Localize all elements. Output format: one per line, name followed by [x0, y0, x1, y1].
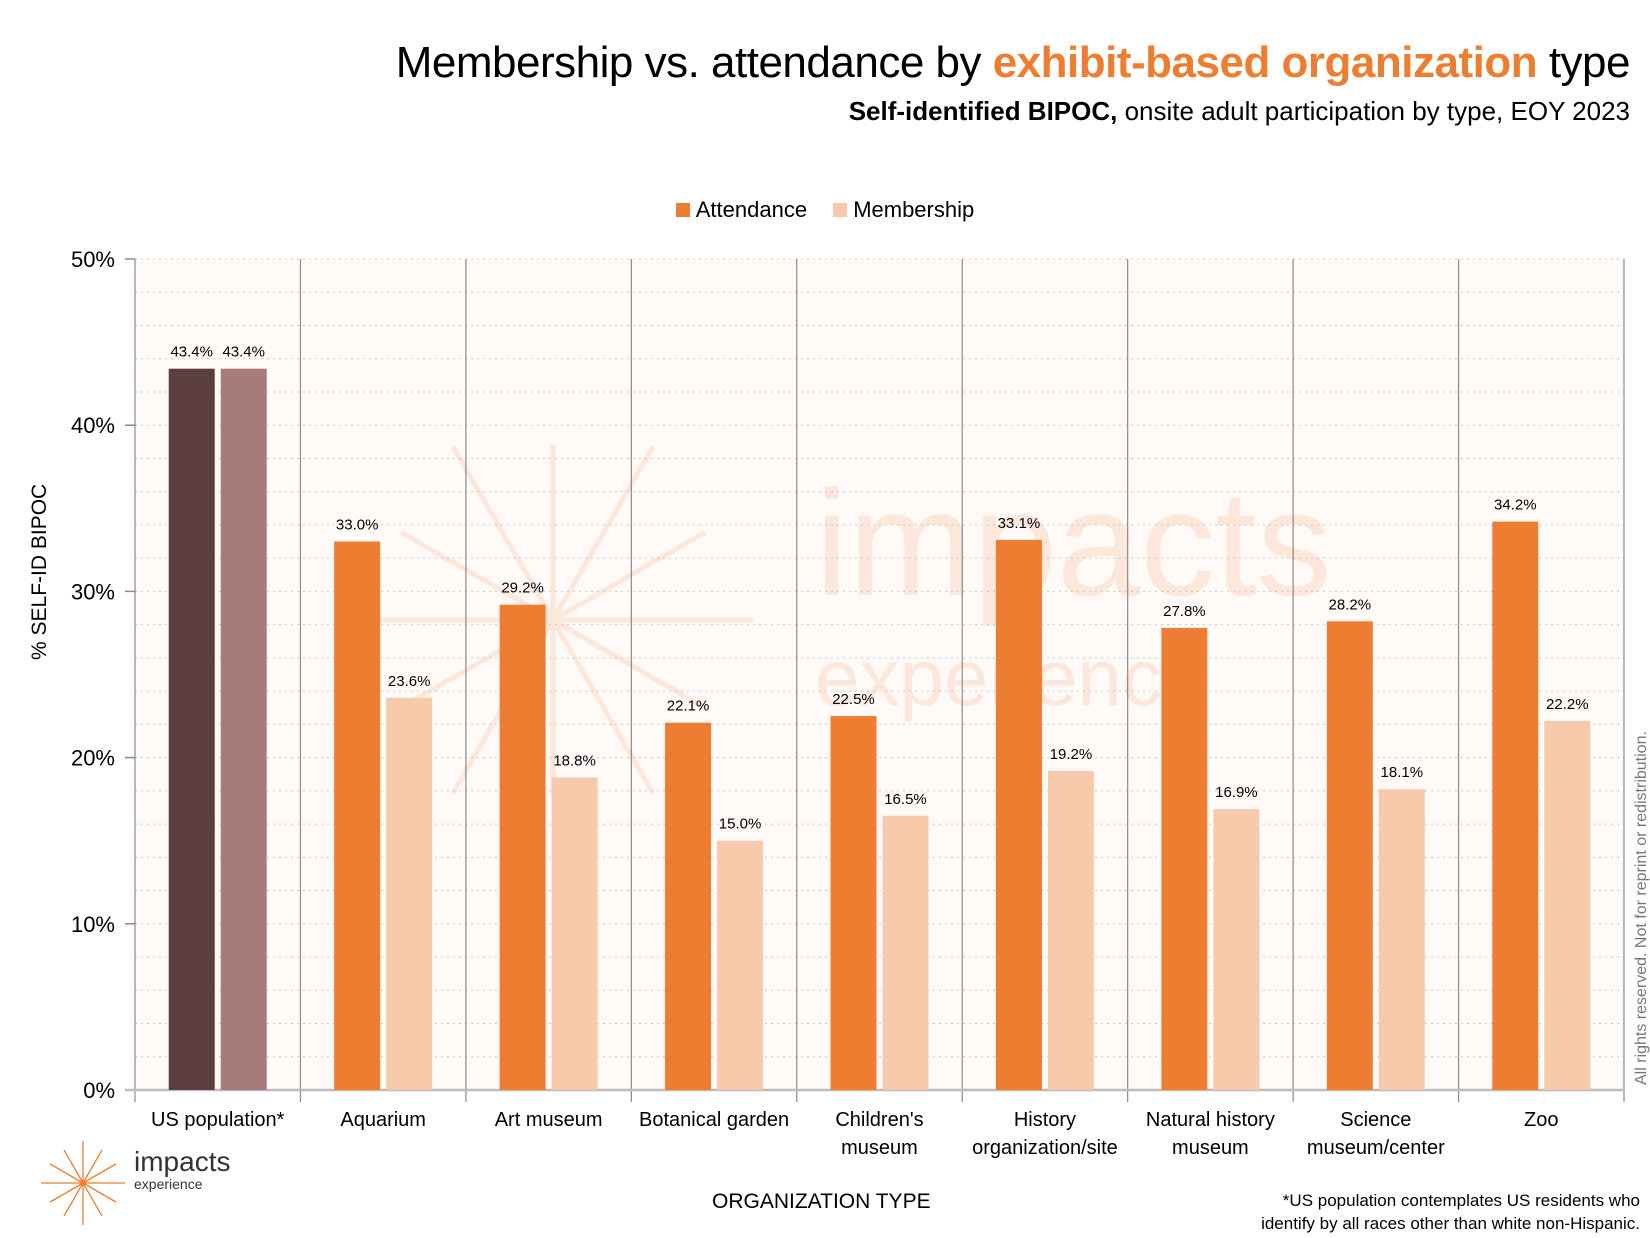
logo-ray: [82, 1182, 103, 1217]
bar-attendance: [334, 541, 381, 1090]
bar-membership: [1213, 809, 1260, 1090]
logo-sub: experience: [134, 1176, 203, 1192]
bar-attendance: [1161, 627, 1208, 1090]
watermark-text-impacts: impacts: [815, 459, 1332, 627]
title-highlight: exhibit-based organization: [992, 38, 1538, 87]
data-label-membership: 18.8%: [553, 753, 596, 770]
logo-ray: [63, 1149, 84, 1184]
plot-area: [135, 259, 1624, 1090]
data-label-membership: 23.6%: [388, 673, 431, 690]
data-label-attendance: 22.1%: [667, 698, 710, 715]
data-label-attendance: 29.2%: [501, 580, 544, 597]
y-tick-label: 30%: [71, 579, 115, 604]
data-label-membership: 22.2%: [1546, 696, 1589, 713]
bar-attendance: [168, 368, 215, 1090]
footnote-line-2: identify by all races other than white n…: [1261, 1213, 1640, 1233]
watermark-ray: [550, 445, 656, 622]
x-category-label: US population*: [151, 1109, 285, 1131]
x-category-label: museum: [841, 1137, 918, 1159]
bar-attendance: [499, 604, 546, 1090]
data-label-membership: 15.0%: [719, 816, 762, 833]
logo-ray: [82, 1182, 117, 1203]
data-label-attendance: 34.2%: [1494, 497, 1537, 514]
x-category-label: organization/site: [972, 1137, 1118, 1159]
x-category-label: museum/center: [1307, 1137, 1445, 1159]
y-tick-label: 10%: [71, 912, 115, 937]
title-prefix: Membership vs. attendance by: [395, 38, 993, 87]
bar-membership: [882, 815, 929, 1090]
legend-label-attendance: Attendance: [695, 197, 808, 222]
watermark-ray: [450, 445, 556, 622]
watermark-ray: [551, 617, 706, 710]
bar-membership: [386, 697, 433, 1090]
x-category-label: History: [1014, 1109, 1076, 1131]
rights-note: All rights reserved. Not for reprint or …: [1633, 731, 1650, 1085]
logo-ray: [49, 1182, 84, 1203]
x-category-label: museum: [1172, 1137, 1249, 1159]
bar-membership: [717, 840, 764, 1090]
legend-item-membership: Membership: [833, 197, 974, 223]
data-label-attendance: 22.5%: [832, 691, 875, 708]
bar-attendance: [1326, 621, 1373, 1090]
logo-name: impacts: [134, 1146, 231, 1177]
legend-swatch-membership: [833, 203, 848, 217]
x-category-label: Zoo: [1524, 1109, 1558, 1131]
legend: Attendance Membership: [0, 197, 1650, 223]
subtitle-rest: onsite adult participation by type, EOY …: [1117, 96, 1630, 126]
bar-attendance: [995, 539, 1042, 1090]
logo-center: [80, 1180, 86, 1186]
bar-membership: [1544, 721, 1591, 1090]
bar-attendance: [665, 722, 712, 1090]
logo-ray: [49, 1163, 84, 1184]
watermark-ray: [551, 530, 706, 623]
data-label-membership: 16.9%: [1215, 784, 1258, 801]
x-category-label: Aquarium: [340, 1109, 426, 1131]
watermark-ray: [550, 618, 656, 795]
data-label-attendance: 27.8%: [1163, 603, 1206, 620]
y-tick-label: 20%: [71, 746, 115, 771]
logo-ray: [63, 1182, 84, 1217]
logo-text: impacts experience: [134, 1148, 230, 1193]
data-label-membership: 19.2%: [1050, 746, 1093, 763]
x-category-label: Science: [1340, 1109, 1411, 1131]
logo-ray: [82, 1149, 103, 1184]
x-category-label: Botanical garden: [639, 1109, 789, 1131]
bar-attendance: [830, 716, 877, 1090]
data-label-membership: 18.1%: [1381, 764, 1424, 781]
x-category-label: Art museum: [495, 1109, 603, 1131]
x-axis-title: ORGANIZATION TYPE: [712, 1190, 931, 1213]
bar-membership: [1047, 770, 1094, 1090]
chart-title: Membership vs. attendance by exhibit-bas…: [395, 38, 1631, 88]
y-axis-title: % SELF-ID BIPOC: [28, 483, 51, 660]
footnote: *US population contemplates US residents…: [1261, 1190, 1640, 1236]
bar-membership: [551, 777, 598, 1090]
y-tick-label: 50%: [71, 247, 115, 272]
impacts-logo-icon: [41, 1141, 125, 1225]
subtitle-bold: Self-identified BIPOC,: [848, 96, 1118, 126]
data-label-attendance: 33.0%: [336, 517, 379, 534]
bar-membership: [1378, 789, 1425, 1090]
bar-membership: [220, 368, 267, 1090]
data-label-attendance: 28.2%: [1329, 596, 1372, 613]
x-category-label: Natural history: [1146, 1109, 1275, 1131]
data-label-membership: 43.4%: [222, 344, 265, 361]
data-label-attendance: 33.1%: [998, 515, 1041, 532]
bar-attendance: [1492, 521, 1539, 1090]
footnote-line-1: *US population contemplates US residents…: [1282, 1191, 1640, 1210]
y-tick-label: 40%: [71, 413, 115, 438]
y-tick-label: 0%: [83, 1078, 115, 1103]
legend-label-membership: Membership: [853, 197, 975, 222]
x-category-label: Children's: [835, 1109, 923, 1131]
data-label-attendance: 43.4%: [170, 344, 213, 361]
legend-swatch-attendance: [675, 203, 690, 217]
legend-item-attendance: Attendance: [675, 197, 808, 223]
title-suffix: type: [1537, 38, 1631, 87]
chart-subtitle: Self-identified BIPOC, onsite adult part…: [849, 96, 1630, 127]
data-label-membership: 16.5%: [884, 791, 927, 808]
logo-ray: [82, 1163, 117, 1184]
